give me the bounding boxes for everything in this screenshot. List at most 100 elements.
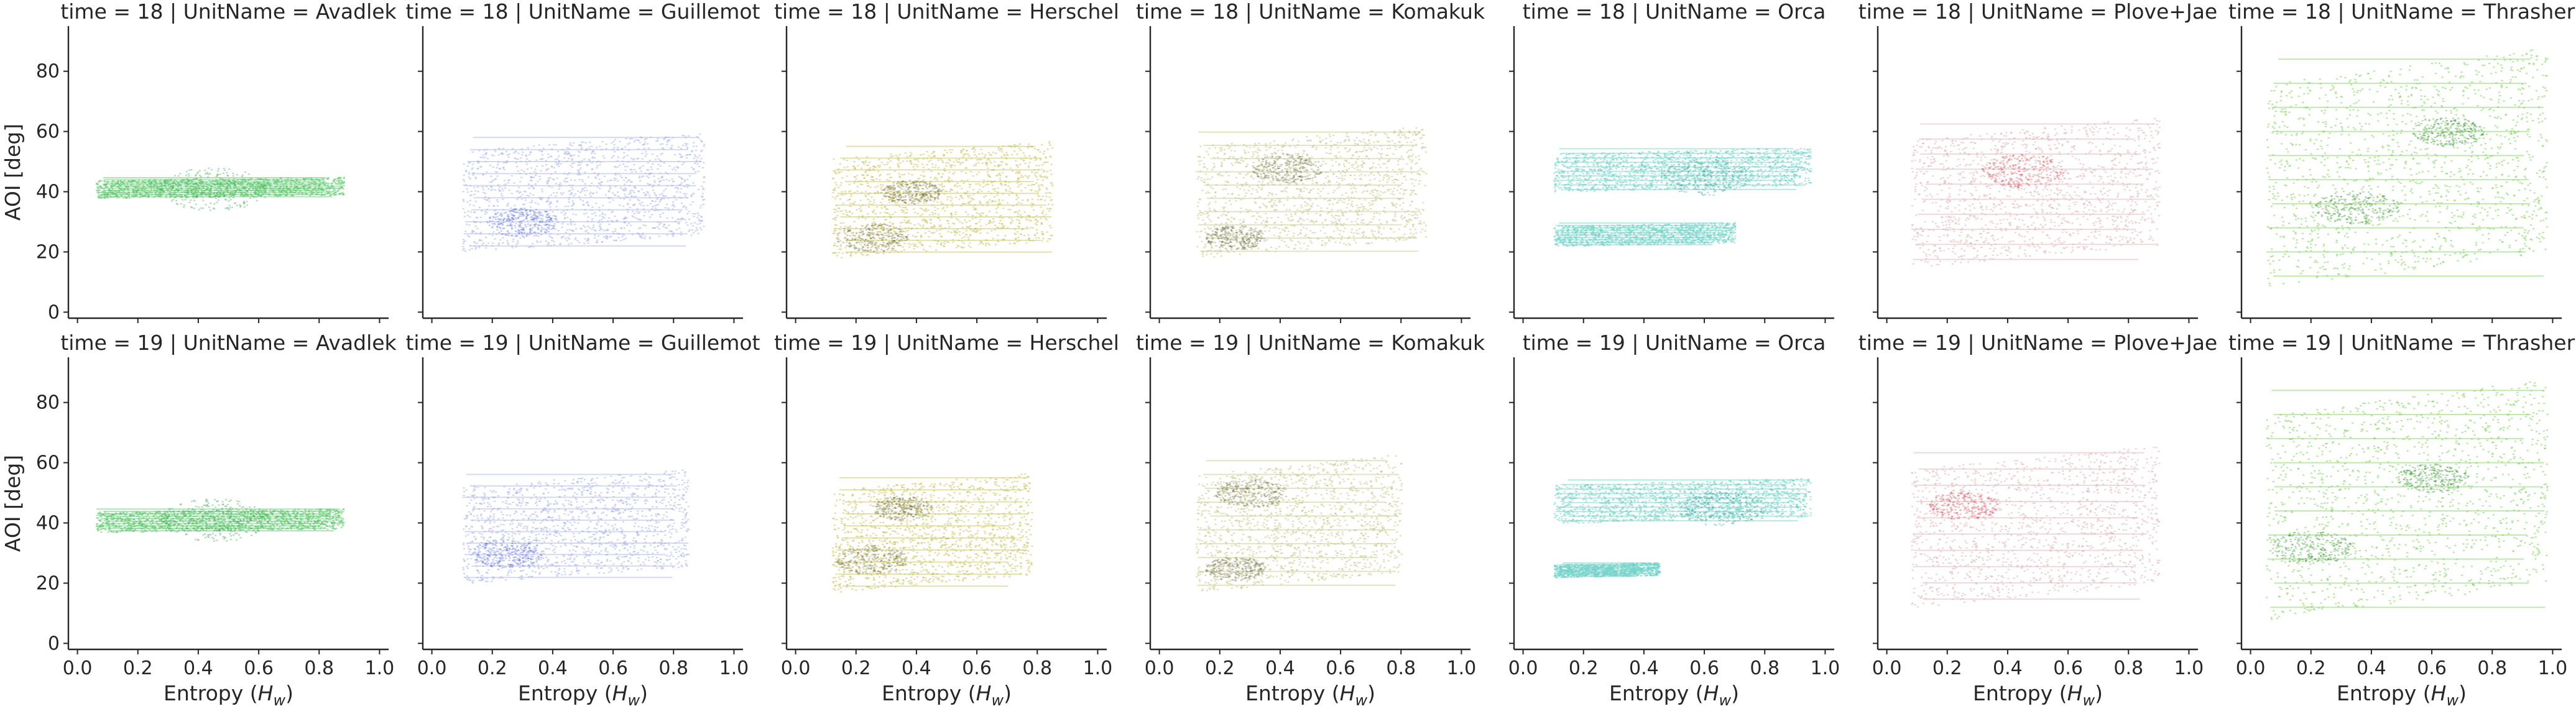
- scatter-point: [555, 162, 557, 163]
- scatter-point: [246, 190, 249, 193]
- scatter-point: [628, 179, 630, 181]
- scatter-point-dense: [234, 185, 236, 186]
- scatter-point: [550, 155, 552, 157]
- scatter-point: [160, 193, 163, 195]
- scatter-point: [474, 248, 477, 250]
- scatter-point: [103, 180, 106, 182]
- scatter-point: [873, 221, 875, 222]
- scatter-point: [648, 211, 650, 213]
- scatter-point-dense: [893, 237, 895, 239]
- scatter-point-dense: [228, 197, 231, 199]
- scatter-point-dense: [883, 236, 885, 238]
- scatter-point: [535, 175, 537, 176]
- scatter-point: [177, 184, 180, 186]
- scatter-point: [175, 195, 178, 196]
- scatter-point: [890, 250, 893, 252]
- scatter-point: [630, 224, 632, 226]
- scatter-point-dense: [517, 229, 520, 231]
- scatter-point: [579, 191, 582, 193]
- scatter-point: [871, 234, 874, 236]
- scatter-point: [1040, 198, 1043, 201]
- scatter-point-dense: [849, 246, 851, 248]
- scatter-point: [908, 173, 910, 175]
- scatter-point: [515, 231, 519, 233]
- scatter-point: [526, 195, 529, 196]
- scatter-point: [889, 199, 891, 201]
- scatter-point-dense: [519, 221, 522, 223]
- scatter-point: [473, 231, 475, 232]
- scatter-point: [999, 174, 1001, 176]
- scatter-point: [1027, 185, 1030, 186]
- scatter-point: [943, 207, 945, 209]
- scatter-point-dense: [836, 237, 838, 239]
- scatter-point: [320, 195, 323, 196]
- scatter-point-dense: [499, 214, 501, 216]
- scatter-point-dense: [220, 183, 223, 185]
- scatter-point: [627, 203, 629, 204]
- scatter-point: [530, 186, 533, 188]
- scatter-point: [954, 184, 957, 186]
- scatter-point: [532, 188, 535, 190]
- scatter-point: [954, 196, 958, 198]
- scatter-point: [916, 164, 918, 166]
- scatter-point: [849, 245, 851, 247]
- scatter-point: [839, 198, 842, 200]
- scatter-point: [1042, 215, 1045, 217]
- scatter-point: [1035, 218, 1037, 220]
- scatter-point: [1020, 176, 1022, 178]
- scatter-point-dense: [519, 211, 521, 213]
- scatter-point: [999, 177, 1002, 180]
- scatter-point: [483, 149, 486, 152]
- scatter-point: [981, 242, 983, 244]
- scatter-point: [497, 189, 500, 191]
- scatter-point: [1028, 162, 1031, 163]
- scatter-point: [327, 191, 330, 193]
- scatter-point: [1018, 222, 1021, 224]
- scatter-point: [558, 184, 560, 186]
- scatter-point-dense: [209, 173, 211, 175]
- scatter-point: [908, 219, 910, 221]
- scatter-point: [925, 209, 927, 211]
- scatter-point: [617, 166, 619, 168]
- scatter-point: [961, 222, 964, 224]
- scatter-point-dense: [550, 219, 552, 221]
- scatter-point: [926, 151, 928, 153]
- scatter-point: [620, 227, 622, 229]
- scatter-point: [491, 181, 493, 183]
- scatter-point-dense: [182, 199, 184, 201]
- scatter-point: [655, 140, 658, 142]
- scatter-point: [484, 153, 487, 155]
- scatter-point-dense: [202, 199, 205, 201]
- scatter-point: [835, 224, 838, 226]
- scatter-point: [680, 188, 682, 190]
- scatter-point: [658, 181, 662, 183]
- scatter-point: [579, 164, 581, 166]
- scatter-point-dense: [545, 229, 547, 231]
- scatter-point: [623, 180, 626, 181]
- scatter-point: [862, 162, 865, 163]
- scatter-point: [617, 195, 620, 197]
- scatter-point: [651, 206, 654, 208]
- scatter-point: [326, 193, 328, 195]
- scatter-point: [703, 162, 705, 163]
- scatter-point: [106, 195, 109, 196]
- scatter-point: [1034, 234, 1036, 236]
- scatter-point: [875, 213, 877, 215]
- scatter-point: [496, 172, 498, 173]
- scatter-point-dense: [872, 251, 875, 253]
- y-tick-label: 0: [48, 301, 60, 323]
- scatter-point: [650, 167, 652, 168]
- scatter-point: [937, 214, 939, 216]
- scatter-point: [987, 152, 990, 153]
- scatter-point: [928, 231, 930, 232]
- scatter-point: [548, 216, 550, 218]
- scatter-point-dense: [857, 250, 860, 252]
- scatter-point: [498, 186, 501, 188]
- scatter-point-dense: [501, 233, 504, 236]
- scatter-point: [875, 248, 877, 250]
- scatter-point: [1038, 185, 1040, 186]
- scatter-point: [226, 181, 228, 184]
- scatter-point: [686, 186, 689, 188]
- scatter-point: [190, 192, 193, 195]
- scatter-point: [672, 168, 674, 170]
